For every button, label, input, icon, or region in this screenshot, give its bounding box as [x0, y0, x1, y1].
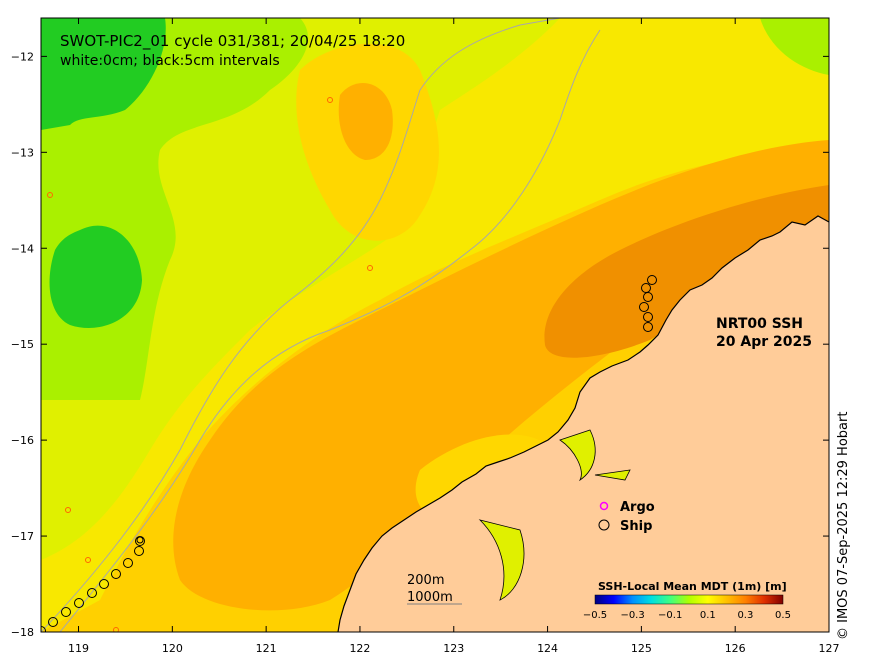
- ship-marker: [123, 558, 133, 568]
- plot-frame: [40, 17, 830, 633]
- argo-legend-icon: [599, 501, 609, 511]
- lime-region-northeast: [760, 18, 829, 75]
- product-date: 20 Apr 2025: [716, 334, 812, 350]
- ship-marker: [99, 579, 109, 589]
- ship-marker: [87, 588, 97, 598]
- title-line-1: SWOT-PIC2_01 cycle 031/381; 20/04/25 18:…: [60, 32, 405, 51]
- argo-float: [113, 627, 119, 632]
- colorbar-tick-label: 0.1: [700, 610, 716, 621]
- title-line-2: white:0cm; black:5cm intervals: [60, 53, 280, 69]
- ship-track: [41, 275, 657, 632]
- lon-tick-label: 124: [537, 642, 558, 655]
- colorbar-tick-label: −0.1: [658, 610, 682, 621]
- colorbar-tick-label: 0.3: [737, 610, 753, 621]
- scale-label-1000m: 1000m: [407, 590, 453, 605]
- lat-tick-label: −14: [11, 242, 34, 255]
- ship-marker: [48, 617, 58, 627]
- lon-tick-label: 120: [162, 642, 183, 655]
- latitude-axis: −12 −13 −14 −15 −16 −17 −18: [11, 50, 829, 639]
- argo-float: [65, 507, 71, 513]
- king-sound-inlet: [478, 519, 525, 601]
- ship-marker: [61, 607, 71, 617]
- colorbar-tick-label: −0.3: [620, 610, 644, 621]
- lon-tick-label: 125: [631, 642, 652, 655]
- longitude-axis: 119 120 121 122 123 124 125 126 127: [68, 18, 840, 655]
- isobath-1000m: [41, 18, 561, 632]
- ship-marker: [41, 626, 46, 632]
- scale-label-200m: 200m: [407, 573, 444, 588]
- argo-float: [327, 97, 333, 103]
- ship-marker: [111, 569, 121, 579]
- lat-tick-label: −16: [11, 434, 34, 447]
- coastline: [337, 215, 829, 632]
- colorbar-ticks: −0.5 −0.3 −0.1 0.1 0.3 0.5: [583, 610, 791, 621]
- green-blob-north: [41, 18, 166, 130]
- lon-tick-label: 122: [349, 642, 370, 655]
- argo-float: [85, 557, 91, 563]
- lat-tick-label: −17: [11, 530, 34, 543]
- ship-marker: [643, 312, 653, 322]
- orange-patch-north: [338, 83, 393, 160]
- isobath-200m: [59, 29, 601, 632]
- lon-tick-label: 121: [256, 642, 277, 655]
- colorbar-tick-label: 0.5: [775, 610, 791, 621]
- ship-marker: [639, 302, 649, 312]
- colorbar-title: SSH-Local Mean MDT (1m) [m]: [598, 580, 787, 593]
- dark-orange-core: [544, 185, 829, 358]
- lat-tick-label: −15: [11, 338, 34, 351]
- lat-tick-label: −12: [11, 50, 34, 63]
- lon-tick-label: 126: [725, 642, 746, 655]
- ship-marker: [643, 322, 653, 332]
- lon-tick-label: 119: [68, 642, 89, 655]
- ship-marker: [134, 546, 144, 556]
- ship-legend-icon: [598, 519, 610, 531]
- argo-float: [47, 192, 53, 198]
- argo-legend-label: Argo: [620, 500, 655, 515]
- green-blob-west: [49, 225, 142, 328]
- yellow-green-region: [41, 18, 560, 560]
- inlet-2: [559, 429, 596, 482]
- ship-legend-label: Ship: [620, 519, 652, 534]
- ship-marker: [74, 598, 84, 608]
- colorbar-tick-label: −0.5: [583, 610, 607, 621]
- lat-tick-label: −13: [11, 146, 34, 159]
- argo-floats: [47, 97, 373, 632]
- ship-marker: [136, 536, 144, 544]
- ship-marker: [643, 292, 653, 302]
- copyright-credit: © IMOS 07-Sep-2025 12:29 Hobart: [836, 411, 851, 640]
- product-label: NRT00 SSH: [716, 316, 803, 332]
- plot-area: [41, 18, 829, 632]
- ship-marker: [647, 275, 657, 285]
- argo-float: [367, 265, 373, 271]
- lon-tick-label: 123: [443, 642, 464, 655]
- lon-tick-label: 127: [819, 642, 840, 655]
- inlet-3: [594, 469, 631, 481]
- lat-tick-label: −18: [11, 626, 34, 639]
- land-mass: [338, 216, 829, 632]
- colorbar-gradient: [594, 594, 784, 605]
